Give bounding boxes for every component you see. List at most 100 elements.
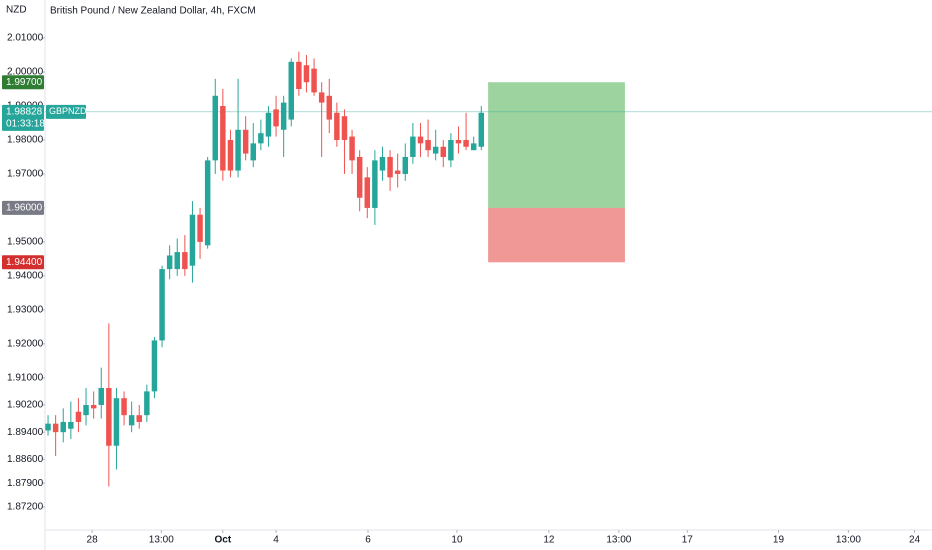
last-price-box [2,104,44,131]
y-tick-label: 1.91000 [7,372,44,383]
loss-zone [488,207,625,263]
x-tick-label: 13:00 [606,535,631,546]
y-tick-label: 1.90200 [7,400,44,411]
x-tick-label: 13:00 [836,535,861,546]
candle-body [379,156,386,171]
y-tick-label: 1.93000 [7,304,44,315]
y-tick-label: 1.94000 [7,271,44,282]
candle-body [387,156,393,178]
candle-body [394,170,401,174]
x-tick-label: 4 [273,535,279,546]
target-box [2,75,44,90]
candle-body [113,398,120,446]
y-tick-label: 1.98000 [7,135,44,146]
candle-body [470,143,477,151]
candle-body [402,156,409,174]
candle-body [166,255,173,270]
entry-box [2,200,44,215]
candle-body [136,415,142,422]
candle-body [273,109,279,127]
candle-body [60,421,66,433]
candle-body [242,129,249,154]
candle-body [182,252,188,270]
symbol-box [46,104,86,119]
y-tick-label: 1.89400 [7,427,44,438]
candle-body [440,146,447,157]
x-tick-label: 10 [451,535,463,546]
y-tick-label: 2.00000 [7,67,44,78]
candle-body [45,423,51,431]
candle-body [174,252,180,270]
y-tick-label: 1.87200 [7,502,44,513]
candle-body [296,61,302,90]
x-tick-label: 13:00 [149,535,174,546]
candle-body [204,160,211,246]
stop-box [2,255,44,270]
y-tick-label: 1.87900 [7,478,44,489]
candle-body [197,214,203,242]
candle-body [52,423,59,433]
candle-body [212,95,218,161]
x-tick-label: 28 [87,535,99,546]
y-tick-label: 1.88600 [7,454,44,465]
candle-body [448,139,454,161]
candle-body [463,139,469,147]
candle-body [151,340,158,392]
candle-body [311,68,317,93]
candle-body [356,156,363,198]
chart-title: British Pound / New Zealand Dollar, 4h, … [50,6,256,17]
candle-body [280,102,287,130]
candle-body [349,136,355,161]
candle-body [235,129,241,171]
x-tick-label: 24 [909,535,921,546]
candle-body [121,398,127,416]
candle-body [455,139,462,144]
candle-body [220,106,226,171]
candle-body [432,146,439,154]
candle-body [364,177,371,208]
x-tick-label: 12 [543,535,555,546]
candle-body [106,387,112,446]
candle-body [159,269,165,341]
candle-body [83,404,89,416]
countdown: 01:33:18 [6,118,45,129]
candle-body [189,214,196,266]
stop-label: 1.94400 [6,257,43,268]
candle-body [144,391,150,416]
candle-body [478,112,485,147]
candle-body [98,387,104,405]
currency-label: NZD [6,5,27,16]
candle-body [288,61,294,120]
candle-body [318,92,325,103]
candle-body [128,415,135,426]
y-tick-label: 2.01000 [7,33,44,44]
candle-body [372,160,378,208]
candle-body [90,404,97,409]
entry-label: 1.96000 [6,203,43,214]
candle-body [410,136,416,157]
x-tick-label: Oct [215,535,232,546]
candle-body [334,112,340,140]
y-tick-label: 1.92000 [7,338,44,349]
profit-zone [488,82,625,208]
candle-body [341,116,348,140]
x-tick-label: 17 [682,535,694,546]
y-tick-label: 1.95000 [7,237,44,248]
target-label: 1.99700 [6,77,43,88]
y-tick-label: 1.97000 [7,169,44,180]
last-price-label: 1.98828 [6,106,43,117]
candle-body [250,143,256,161]
candle-body [75,411,82,422]
candle-body [68,421,74,429]
candle-body [258,133,264,144]
candle-body [227,139,234,171]
symbol-label: GBPNZD [49,106,87,116]
candle-body [425,139,431,151]
candle-body [326,95,333,120]
candle-body [417,136,424,144]
candle-body [265,112,272,137]
candle-body [303,65,310,83]
x-tick-label: 19 [773,535,785,546]
